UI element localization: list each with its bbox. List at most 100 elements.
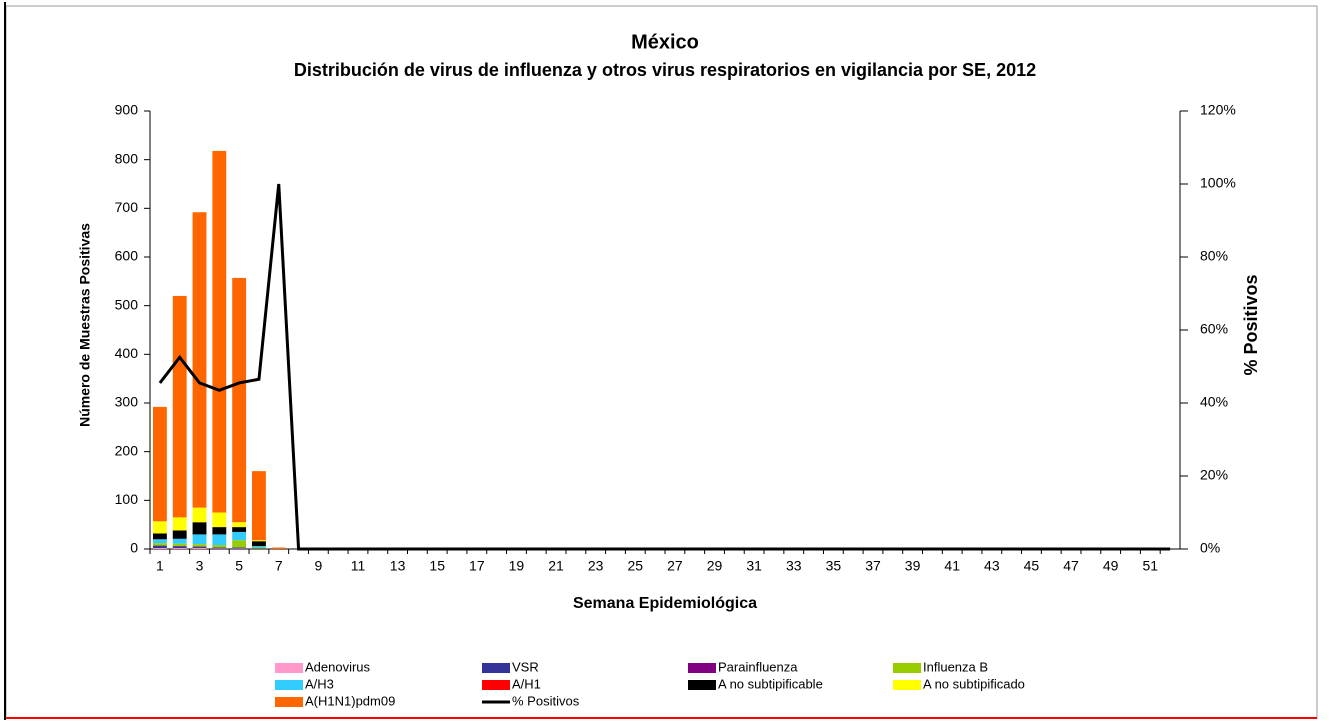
x-tick-label: 15 xyxy=(429,558,445,574)
legend-swatch xyxy=(893,680,921,690)
legend-text: Adenovirus xyxy=(305,659,371,674)
x-tick-label: 25 xyxy=(627,558,643,574)
legend-text: A/H1 xyxy=(512,676,541,691)
y-tick-label: 200 xyxy=(115,442,139,458)
legend-text: A no subtipificable xyxy=(718,676,823,691)
bar-segment xyxy=(192,547,207,549)
legend-swatch xyxy=(688,680,716,690)
legend-swatch xyxy=(275,697,303,707)
bar-segment xyxy=(172,530,187,539)
y2-tick-label: 40% xyxy=(1200,394,1228,410)
bar-segment xyxy=(232,531,247,541)
bar-segment xyxy=(172,548,187,549)
bar-segment xyxy=(172,517,187,531)
bar-segment xyxy=(152,406,167,522)
bar-segment xyxy=(152,545,167,549)
bar-segment xyxy=(232,540,247,548)
bar-segment xyxy=(212,547,227,549)
y2-tick-label: 100% xyxy=(1200,175,1236,191)
y-tick-label: 500 xyxy=(115,296,139,312)
x-tick-label: 27 xyxy=(667,558,683,574)
y-tick-label: 0 xyxy=(130,540,138,556)
x-tick-label: 51 xyxy=(1142,558,1158,574)
bar-segment xyxy=(152,543,167,546)
bar-segment xyxy=(172,543,187,547)
bar-segment xyxy=(271,547,286,549)
bar-segment xyxy=(192,548,207,549)
bar-segment xyxy=(232,277,247,523)
bar-segment xyxy=(232,527,247,532)
chart-subtitle: Distribución de virus de influenza y otr… xyxy=(294,60,1036,80)
bar-segment xyxy=(252,541,266,547)
x-tick-label: 19 xyxy=(509,558,525,574)
bar-segment xyxy=(212,534,227,546)
legend-text: VSR xyxy=(512,659,539,674)
x-tick-label: 5 xyxy=(235,558,243,574)
x-tick-label: 11 xyxy=(351,558,366,574)
legend-swatch xyxy=(275,680,303,690)
legend-text: A/H3 xyxy=(305,676,334,691)
x-tick-label: 7 xyxy=(275,558,283,574)
bar-segment xyxy=(212,527,227,535)
bar-segment xyxy=(192,212,207,508)
y-tick-label: 700 xyxy=(115,199,139,215)
bar-segment xyxy=(172,295,187,518)
x-tick-label: 1 xyxy=(156,558,164,574)
bar-segment xyxy=(252,540,266,542)
x-tick-label: 17 xyxy=(469,558,485,574)
bar-segment xyxy=(232,547,247,549)
y-tick-label: 300 xyxy=(115,394,139,410)
bar-segment xyxy=(192,522,207,535)
x-axis-title: Semana Epidemiológica xyxy=(573,595,757,612)
bar-segment xyxy=(212,545,227,548)
x-tick-label: 21 xyxy=(548,558,564,574)
bar-segment xyxy=(152,539,167,544)
legend-swatch xyxy=(482,680,510,690)
bar-segment xyxy=(212,512,227,528)
bar-segment xyxy=(192,534,207,545)
legend-text: A no subtipificado xyxy=(923,676,1025,691)
x-tick-label: 33 xyxy=(786,558,802,574)
y-tick-label: 800 xyxy=(115,150,139,166)
legend-swatch xyxy=(688,663,716,673)
bar-segment xyxy=(252,471,266,541)
bar-segment xyxy=(172,538,187,544)
x-tick-label: 3 xyxy=(196,558,204,574)
x-tick-label: 43 xyxy=(984,558,1000,574)
y2-tick-label: 120% xyxy=(1200,102,1236,118)
x-tick-label: 47 xyxy=(1063,558,1079,574)
y2-tick-label: 60% xyxy=(1200,321,1228,337)
chart-title: México xyxy=(631,31,699,53)
x-tick-label: 31 xyxy=(746,558,762,574)
legend-text: % Positivos xyxy=(512,693,580,708)
bar-segment xyxy=(172,546,187,549)
x-tick-label: 49 xyxy=(1103,558,1119,574)
x-tick-label: 45 xyxy=(1024,558,1040,574)
y2-tick-label: 20% xyxy=(1200,467,1228,483)
x-tick-label: 29 xyxy=(707,558,723,574)
bar-segment xyxy=(192,507,207,523)
y-tick-label: 400 xyxy=(115,345,139,361)
bar-segment xyxy=(152,533,167,540)
x-tick-label: 13 xyxy=(390,558,406,574)
legend-swatch xyxy=(482,663,510,673)
legend-swatch xyxy=(893,663,921,673)
y2-tick-label: 80% xyxy=(1200,248,1228,264)
x-tick-label: 35 xyxy=(826,558,842,574)
bar-segment xyxy=(212,150,227,513)
y-tick-label: 100 xyxy=(115,491,139,507)
bar-segment xyxy=(152,521,167,534)
legend-text: A(H1N1)pdm09 xyxy=(305,693,395,708)
legend-text: Parainfluenza xyxy=(718,659,798,674)
bar-segment xyxy=(192,544,207,547)
line-series xyxy=(158,183,1171,551)
legend-swatch xyxy=(275,663,303,673)
x-tick-label: 37 xyxy=(865,558,881,574)
bar-segment xyxy=(252,546,266,548)
x-tick-label: 41 xyxy=(944,558,960,574)
x-tick-label: 39 xyxy=(905,558,921,574)
y-tick-label: 900 xyxy=(115,102,139,118)
bar-segment xyxy=(152,548,167,549)
